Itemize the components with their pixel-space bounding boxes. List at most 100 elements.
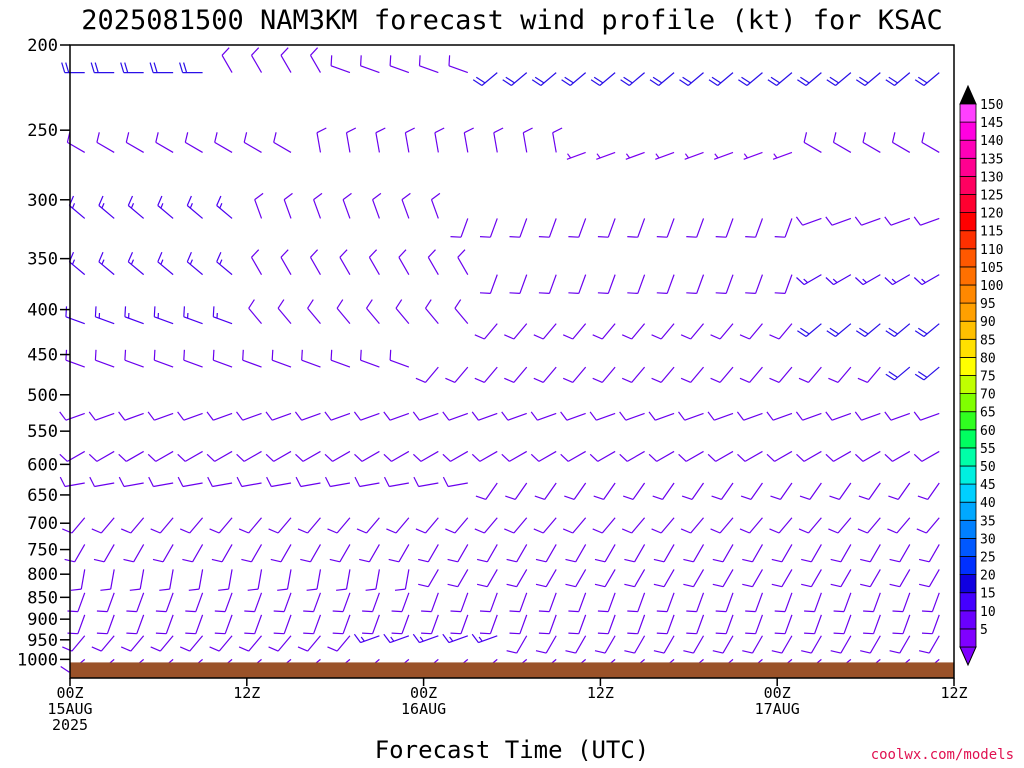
wind-barb	[474, 517, 498, 534]
wind-barb	[479, 274, 498, 294]
wind-barb	[771, 635, 793, 654]
wind-barb	[209, 517, 233, 534]
colorbar-label: 65	[980, 406, 996, 421]
wind-barb	[339, 249, 351, 275]
wind-barb	[712, 569, 734, 588]
wind-barb	[243, 132, 262, 153]
wind-barb	[888, 482, 911, 500]
wind-barb	[678, 450, 704, 462]
wind-barb	[94, 349, 115, 368]
wind-barb	[885, 72, 911, 86]
colorbar-label: 105	[980, 261, 1003, 276]
wind-barb	[766, 450, 793, 462]
wind-barb	[801, 569, 822, 588]
wind-barb	[627, 274, 646, 294]
colorbar-swatch	[959, 501, 977, 521]
wind-barb	[64, 544, 86, 563]
wind-barb	[707, 411, 734, 421]
wind-barb	[207, 476, 233, 488]
wind-barb	[206, 450, 233, 462]
wind-barb	[863, 592, 881, 613]
wind-barb	[372, 192, 382, 219]
wind-barb	[184, 132, 203, 153]
colorbar-label: 25	[980, 551, 996, 566]
colorbar-swatch	[959, 375, 977, 395]
wind-barb	[332, 614, 351, 635]
wind-barb	[354, 476, 380, 488]
colorbar-max-arrow	[959, 84, 977, 105]
wind-barb	[828, 366, 852, 383]
colorbar-label: 150	[980, 98, 1003, 113]
wind-barb	[921, 614, 940, 635]
wind-barb	[91, 635, 115, 652]
wind-barb	[860, 544, 881, 563]
wind-barb	[855, 323, 881, 338]
y-tick-label: 750	[27, 541, 58, 561]
colorbar-label: 50	[980, 460, 996, 475]
colorbar-swatch	[959, 356, 977, 376]
wind-barb	[415, 517, 439, 534]
wind-barb	[471, 411, 498, 421]
colorbar-swatch	[959, 429, 977, 449]
wind-barb	[421, 592, 439, 613]
wind-barb	[150, 517, 174, 534]
wind-barb	[221, 47, 233, 73]
wind-barb	[884, 450, 911, 462]
wind-barb	[679, 72, 704, 86]
wind-barb	[597, 614, 616, 635]
wind-barb	[383, 633, 410, 644]
wind-barb	[889, 544, 911, 563]
colorbar-label: 120	[980, 207, 1003, 222]
wind-barb	[124, 306, 144, 325]
wind-barb	[825, 450, 852, 462]
wind-barb	[648, 450, 675, 462]
wind-barb	[804, 614, 822, 635]
wind-barb	[448, 55, 469, 74]
wind-barb	[362, 614, 380, 635]
wind-barb	[797, 323, 822, 338]
wind-barb	[153, 349, 174, 368]
wind-barb	[214, 614, 233, 635]
y-tick-label: 350	[27, 250, 58, 270]
wind-barb	[713, 151, 734, 160]
wind-barb	[123, 544, 145, 563]
wind-barb	[383, 476, 409, 488]
y-tick-label: 400	[27, 301, 58, 321]
wind-barb	[830, 544, 852, 563]
wind-barb	[833, 614, 852, 635]
wind-barb	[621, 366, 646, 383]
wind-barb	[619, 411, 645, 421]
wind-barb	[475, 482, 498, 500]
wind-barb	[93, 544, 115, 563]
wind-barb	[118, 476, 144, 488]
wind-barb	[383, 411, 410, 421]
wind-barb	[68, 195, 86, 219]
colorbar-swatch	[959, 175, 977, 195]
wind-barb	[332, 592, 351, 613]
wind-barb	[594, 635, 616, 654]
colorbar-label: 130	[980, 170, 1003, 185]
wind-barb	[183, 349, 203, 368]
wind-barb	[96, 592, 115, 613]
wind-barb	[247, 569, 263, 591]
y-tick-label: 300	[27, 191, 58, 211]
wind-barb	[268, 635, 292, 652]
wind-barb	[327, 635, 351, 652]
wind-barb	[316, 127, 327, 153]
wind-barb	[353, 411, 380, 421]
wind-barb	[656, 592, 675, 613]
wind-barb	[742, 544, 763, 563]
colorbar-swatch	[959, 266, 977, 286]
wind-barb	[589, 450, 616, 462]
wind-barb	[538, 592, 557, 613]
wind-barb	[686, 218, 705, 238]
wind-barb	[712, 635, 734, 654]
wind-barb	[149, 62, 174, 74]
wind-barb	[306, 569, 322, 591]
wind-barb	[211, 544, 233, 563]
wind-barb	[538, 218, 557, 238]
wind-barb	[65, 349, 85, 368]
wind-barb	[345, 127, 357, 153]
wind-barb	[493, 127, 504, 153]
wind-barb	[509, 218, 528, 238]
